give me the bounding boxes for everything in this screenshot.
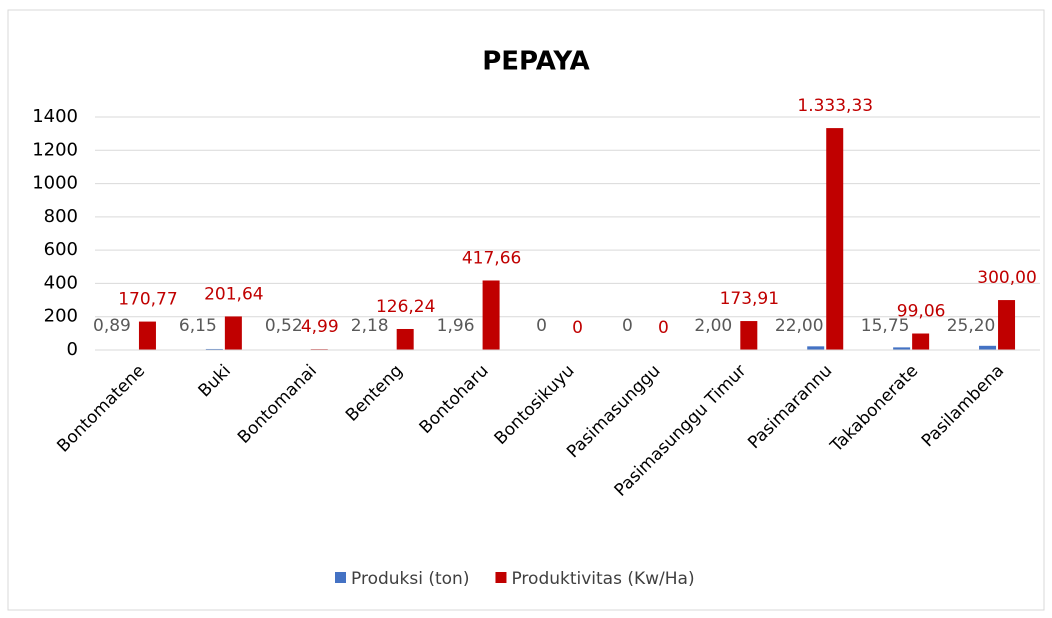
y-tick-label: 400 — [44, 272, 78, 293]
data-label: 0,52 — [265, 316, 303, 336]
bar — [483, 280, 500, 350]
data-label: 0 — [658, 318, 669, 338]
y-tick-label: 1400 — [32, 106, 78, 127]
y-tick-label: 200 — [44, 306, 78, 327]
data-label: 4,99 — [301, 317, 339, 337]
data-label: 170,77 — [118, 290, 177, 310]
y-tick-label: 0 — [67, 339, 78, 360]
bar — [826, 128, 843, 350]
data-label: 1,96 — [437, 316, 475, 336]
data-label: 2,00 — [694, 316, 732, 336]
bar — [998, 300, 1015, 350]
bar — [807, 346, 824, 350]
bar — [740, 321, 757, 350]
bar — [139, 322, 156, 350]
bar — [225, 316, 242, 350]
legend-label: Produktivitas (Kw/Ha) — [511, 569, 694, 589]
data-label: 201,64 — [204, 284, 263, 304]
data-label: 173,91 — [720, 289, 779, 309]
legend-swatch — [495, 572, 506, 583]
bar — [979, 346, 996, 350]
chart-title: PEPAYA — [482, 47, 590, 77]
chart-border — [8, 10, 1044, 610]
bar — [912, 334, 929, 350]
data-label: 25,20 — [947, 316, 996, 336]
data-label: 2,18 — [351, 316, 389, 336]
data-label: 0 — [572, 318, 583, 338]
data-label: 300,00 — [977, 268, 1036, 288]
y-tick-label: 1000 — [32, 173, 78, 194]
legend-swatch — [335, 572, 346, 583]
bar — [397, 329, 414, 350]
y-tick-label: 600 — [44, 239, 78, 260]
y-tick-label: 800 — [44, 206, 78, 227]
data-label: 6,15 — [179, 316, 217, 336]
legend-label: Produksi (ton) — [351, 569, 469, 589]
data-label: 417,66 — [462, 248, 521, 268]
data-label: 22,00 — [775, 316, 824, 336]
data-label: 126,24 — [376, 297, 435, 317]
y-tick-label: 1200 — [32, 139, 78, 160]
data-label: 0 — [622, 316, 633, 336]
data-label: 0 — [536, 316, 547, 336]
data-label: 99,06 — [897, 302, 946, 322]
data-label: 0,89 — [93, 316, 131, 336]
data-label: 1.333,33 — [797, 96, 873, 116]
